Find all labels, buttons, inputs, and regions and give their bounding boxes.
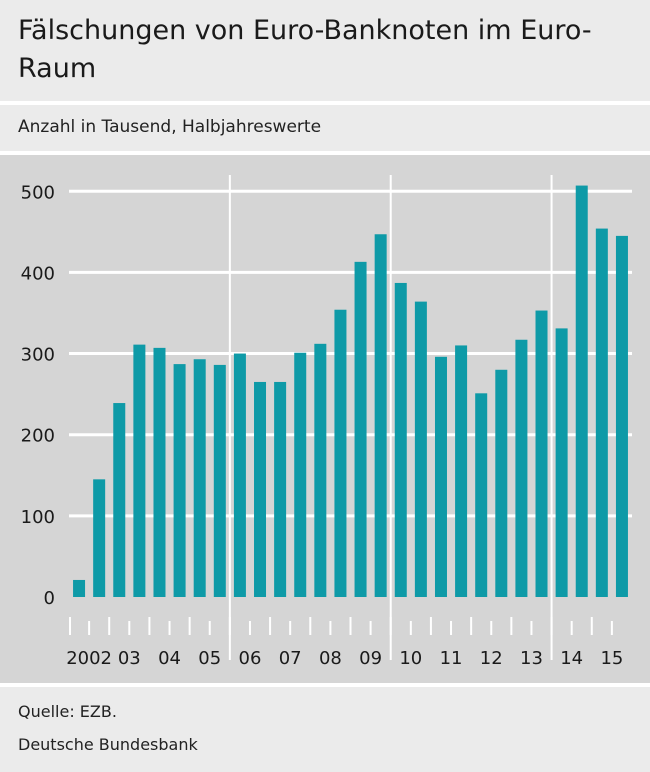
bar-2005-H1 <box>193 359 206 597</box>
bar-2008-H2 <box>334 309 347 597</box>
chart-subtitle: Anzahl in Tausend, Halbjahreswerte <box>18 117 322 137</box>
plot-top-divider <box>0 151 650 155</box>
y-tick-label-300: 300 <box>21 345 55 366</box>
bar-2013-H2 <box>535 310 548 597</box>
x-year-label-10: 10 <box>399 648 422 669</box>
x-year-label-14: 14 <box>560 648 583 669</box>
bar-2006-H2 <box>254 381 267 597</box>
plot-area: 0 100 200 300 400 500 2002 03 04 05 06 07 08 09 10 11 12… <box>0 155 650 683</box>
bar-2004-H2 <box>173 364 186 597</box>
x-year-label-11: 11 <box>440 648 463 669</box>
chart-title: Fälschungen von Euro-Banknoten im Euro-R… <box>18 15 592 84</box>
bar-2007-H2 <box>294 352 307 597</box>
bar-2004-H1 <box>153 347 166 597</box>
bar-2007-H1 <box>274 381 287 597</box>
y-tick-label-200: 200 <box>21 426 55 447</box>
bar-2011-H1 <box>434 356 447 597</box>
plot-bottom-divider <box>0 683 650 687</box>
bar-2015-H1 <box>595 228 608 597</box>
bar-2010-H1 <box>394 282 407 597</box>
bar-2011-H2 <box>455 345 468 597</box>
x-year-label-05: 05 <box>198 648 221 669</box>
bar-2002-H1 <box>73 579 86 597</box>
x-year-label-04: 04 <box>158 648 181 669</box>
bar-2013-H1 <box>515 339 528 597</box>
x-year-label-06: 06 <box>239 648 262 669</box>
x-year-label-07: 07 <box>279 648 302 669</box>
bar-2002-H2 <box>93 479 106 597</box>
bar-2008-H1 <box>314 343 327 597</box>
bar-2009-H2 <box>374 234 387 597</box>
x-year-label-12: 12 <box>480 648 503 669</box>
bar-2003-H2 <box>133 344 146 597</box>
x-year-label-08: 08 <box>319 648 342 669</box>
y-tick-label-500: 500 <box>21 182 55 203</box>
publisher-note: Deutsche Bundesbank <box>18 735 198 754</box>
y-tick-label-100: 100 <box>21 507 55 528</box>
bar-2003-H1 <box>113 403 126 597</box>
source-note: Quelle: EZB. <box>18 702 117 721</box>
bar-2006-H1 <box>233 353 246 597</box>
title-divider <box>0 101 650 105</box>
bar-2005-H2 <box>213 364 226 597</box>
x-year-label-15: 15 <box>600 648 623 669</box>
bar-2010-H2 <box>414 301 427 597</box>
bar-2009-H1 <box>354 261 367 597</box>
bar-chart: 0 100 200 300 400 500 2002 03 04 05 06 07 08 09 10 11 12… <box>21 175 632 669</box>
bar-2015-H2 <box>615 235 628 597</box>
bar-2012-H1 <box>475 393 488 597</box>
x-year-label-2002: 2002 <box>66 648 112 669</box>
y-tick-label-400: 400 <box>21 263 55 284</box>
x-year-label-09: 09 <box>359 648 382 669</box>
bar-2012-H2 <box>495 369 508 597</box>
x-year-label-03: 03 <box>118 648 141 669</box>
bar-2014-H2 <box>575 185 588 597</box>
bar-2014-H1 <box>555 328 568 597</box>
x-year-label-13: 13 <box>520 648 543 669</box>
y-tick-label-0: 0 <box>44 588 55 609</box>
